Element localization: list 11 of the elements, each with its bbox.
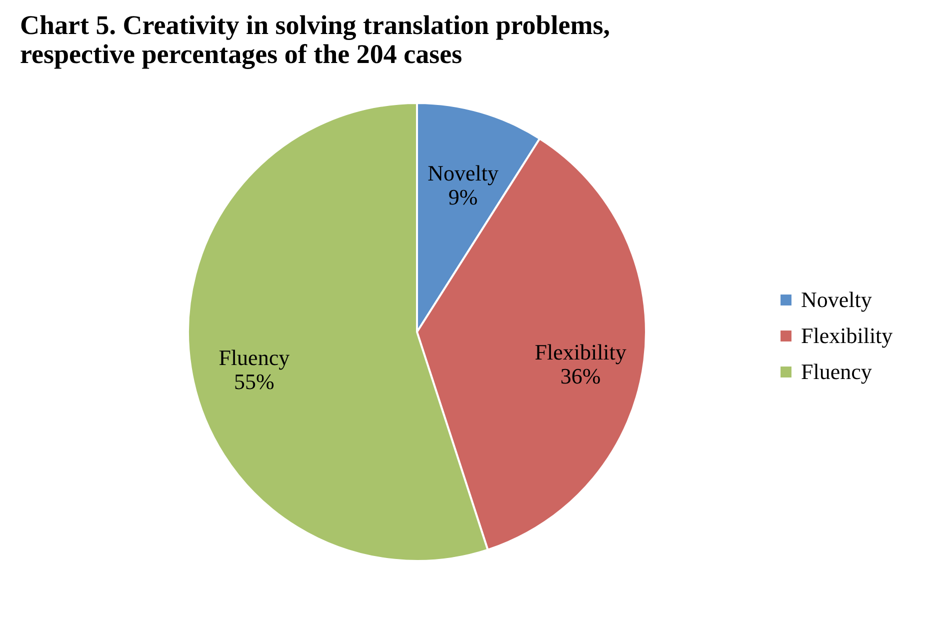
data-label: 55% [234, 368, 274, 394]
slice-label: Fluency [218, 344, 290, 370]
slice-label: Novelty [428, 160, 498, 186]
text: respective percentages of the 204 cases [20, 39, 462, 69]
text: Chart 5. Creativity in solving translation problems, [20, 10, 610, 40]
legend-label: Fluency [801, 359, 872, 384]
legend-label: Novelty [801, 287, 872, 312]
data-label: 36% [560, 364, 601, 389]
slice-label: Flexibility [534, 340, 626, 365]
data-label: 9% [448, 184, 478, 210]
legend-label: Flexibility [801, 323, 893, 348]
